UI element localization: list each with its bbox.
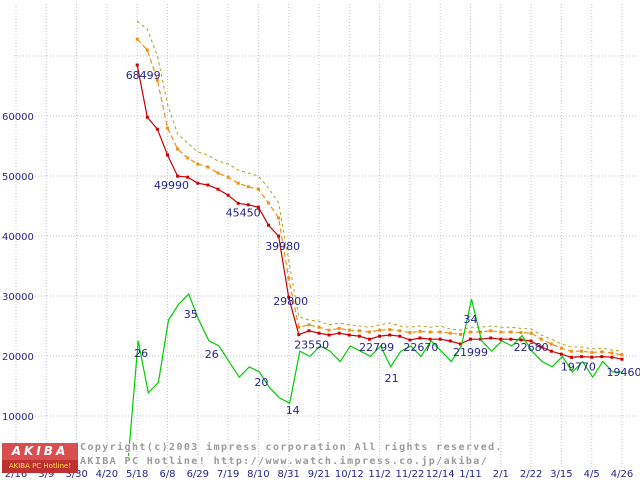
x-tick-label: 6/8 xyxy=(159,469,175,480)
data-labels: 68499 49990 45450 39980 29800 23550 22799 22670… xyxy=(126,69,640,417)
x-tick-label: 8/10 xyxy=(247,469,269,480)
x-tick-label: 4/5 xyxy=(584,469,600,480)
data-point-label: 19770 xyxy=(561,360,596,373)
series-shop-count xyxy=(128,294,623,460)
x-tick-label: 2/1 xyxy=(493,469,509,480)
y-tick-label: 30000 xyxy=(2,292,34,303)
x-tick-label: 9/21 xyxy=(308,469,330,480)
akiba-logo: AKIBA AKIBA PC Hotline! xyxy=(2,443,78,473)
data-point-label: 35 xyxy=(184,308,198,321)
data-point-label: 34 xyxy=(464,313,478,326)
x-tick-label: 4/26 xyxy=(611,469,633,480)
grid-lines xyxy=(14,4,636,468)
x-tick-label: 10/12 xyxy=(335,469,364,480)
data-point-label: 22799 xyxy=(359,341,394,354)
x-tick-label: 1/11 xyxy=(459,469,481,480)
y-tick-label: 20000 xyxy=(2,352,34,363)
y-axis-labels: 10000 20000 30000 40000 50000 60000 xyxy=(2,112,34,423)
y-tick-label: 60000 xyxy=(2,112,34,123)
data-point-label: 21999 xyxy=(453,346,488,359)
data-point-label: 22680 xyxy=(514,341,549,354)
x-tick-label: 7/19 xyxy=(217,469,239,480)
akiba-logo-subtext: AKIBA PC Hotline! xyxy=(2,460,78,473)
akiba-logo-text: AKIBA xyxy=(2,443,78,460)
data-point-label: 21 xyxy=(385,372,399,385)
x-tick-label: 4/20 xyxy=(96,469,118,480)
y-tick-label: 50000 xyxy=(2,172,34,183)
data-point-label: 23550 xyxy=(294,339,329,352)
data-point-label: 22670 xyxy=(403,341,438,354)
y-tick-label: 10000 xyxy=(2,412,34,423)
x-tick-label: 3/15 xyxy=(550,469,572,480)
x-tick-label: 8/31 xyxy=(277,469,299,480)
data-point-label: 20 xyxy=(254,376,268,389)
copyright-watermark: Copyright(c)2003 impress corporation All… xyxy=(80,442,503,453)
site-url-watermark: AKIBA PC Hotline! http://www.watch.impre… xyxy=(80,456,488,467)
data-point-label: 68499 xyxy=(126,69,161,82)
x-tick-label: 5/18 xyxy=(126,469,148,480)
x-tick-label: 6/29 xyxy=(187,469,209,480)
x-tick-label: 12/14 xyxy=(426,469,455,480)
data-point-label: 39980 xyxy=(265,240,300,253)
x-tick-label: 11/2 xyxy=(368,469,390,480)
data-point-label: 45450 xyxy=(226,206,261,219)
data-point-label: 49990 xyxy=(154,179,189,192)
x-tick-label: 2/22 xyxy=(520,469,542,480)
data-point-label: 14 xyxy=(286,404,300,417)
y-tick-label: 40000 xyxy=(2,232,34,243)
data-point-label: 29800 xyxy=(273,295,308,308)
data-point-label: 26 xyxy=(205,348,219,361)
data-point-label: 19460 xyxy=(607,366,640,379)
data-point-label: 26 xyxy=(134,347,148,360)
x-tick-label: 11/22 xyxy=(395,469,424,480)
